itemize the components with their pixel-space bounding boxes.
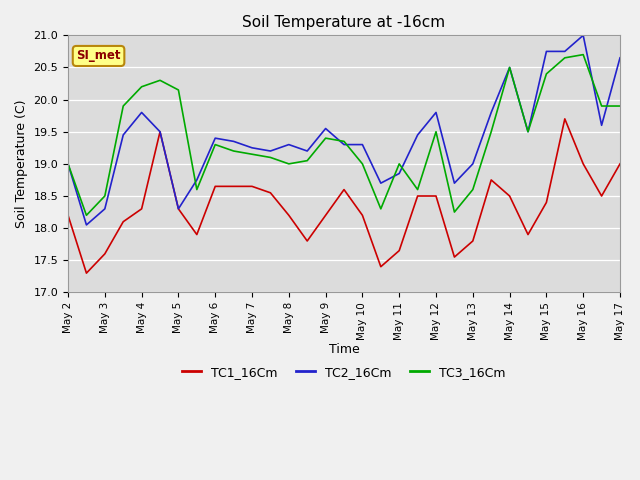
Text: SI_met: SI_met — [76, 49, 121, 62]
X-axis label: Time: Time — [328, 343, 360, 356]
Y-axis label: Soil Temperature (C): Soil Temperature (C) — [15, 100, 28, 228]
Legend: TC1_16Cm, TC2_16Cm, TC3_16Cm: TC1_16Cm, TC2_16Cm, TC3_16Cm — [177, 361, 511, 384]
Title: Soil Temperature at -16cm: Soil Temperature at -16cm — [243, 15, 445, 30]
